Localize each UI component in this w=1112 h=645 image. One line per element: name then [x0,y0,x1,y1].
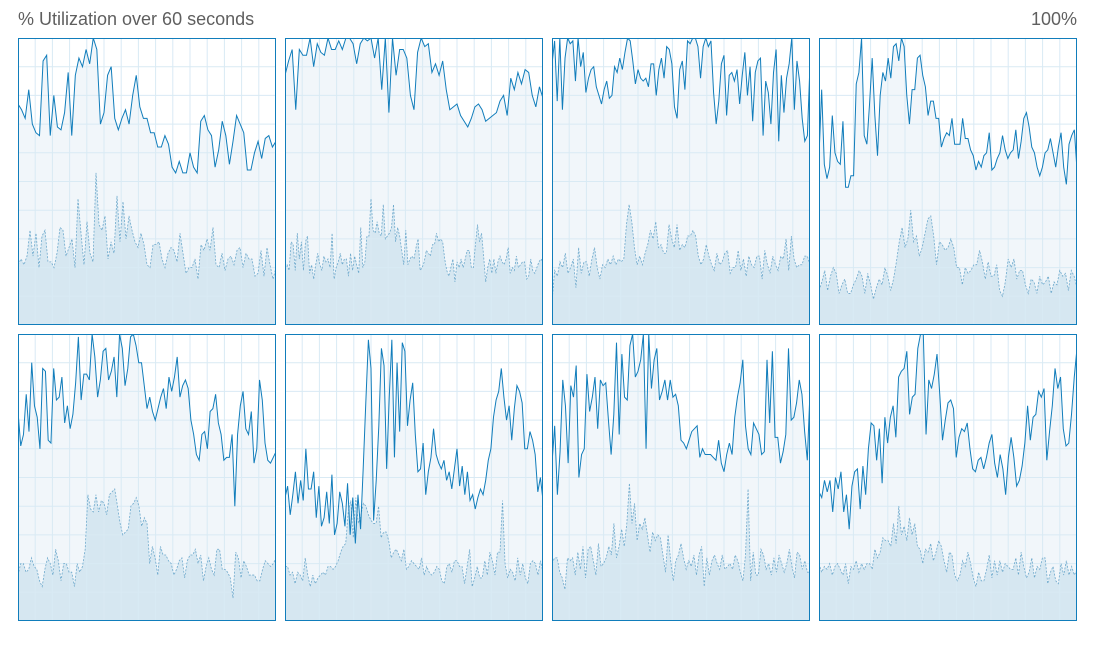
kernel-time-area [285,198,543,325]
graph-max-label: 100% [1030,8,1077,29]
gridlines [18,334,276,621]
cpu-graph-5-plot [285,334,543,621]
utilization-line [819,334,1077,530]
kernel-time-line [18,172,276,280]
kernel-time-line [285,198,543,283]
cpu-graph-3[interactable] [819,38,1077,325]
kernel-time-line [819,506,1077,587]
gridlines [552,38,810,325]
utilization-line [285,38,543,129]
kernel-time-area [18,172,276,325]
cpu-graph-2-plot [552,38,810,325]
gridlines [285,38,543,325]
kernel-time-line [18,488,276,599]
graph-border [819,38,1077,325]
kernel-time-area [552,204,810,325]
cpu-graph-1[interactable] [285,38,543,325]
gridlines [819,38,1077,325]
cpu-graph-6-plot [552,334,810,621]
cpu-graph-2[interactable] [552,38,810,325]
utilization-line [285,339,543,544]
utilization-line [18,38,276,175]
kernel-time-area [18,488,276,621]
kernel-time-area [552,483,810,621]
cpu-graph-0[interactable] [18,38,276,325]
cpu-graph-4-plot [18,334,276,621]
graph-title: % Utilization over 60 seconds [18,8,255,29]
graph-border [285,334,543,621]
graph-border [18,334,276,621]
graph-border [552,38,810,325]
graph-border [819,334,1077,621]
utilization-line [552,334,810,495]
utilization-line [552,38,810,144]
graph-border [285,38,543,325]
kernel-time-line [819,210,1077,300]
cpu-graph-5[interactable] [285,334,543,621]
cpu-graph-grid [18,38,1078,622]
cpu-graph-1-plot [285,38,543,325]
graph-border [18,38,276,325]
cpu-graph-7-plot [819,334,1077,621]
cpu-graph-0-plot [18,38,276,325]
utilization-line [819,38,1077,188]
gridlines [18,38,276,325]
cpu-graph-4[interactable] [18,334,276,621]
graph-border [552,334,810,621]
cpu-graph-3-plot [819,38,1077,325]
kernel-time-line [285,497,543,587]
graph-header: % Utilization over 60 seconds 100% [18,6,1077,32]
cpu-graph-6[interactable] [552,334,810,621]
cpu-graph-7[interactable] [819,334,1077,621]
utilization-line [18,334,276,507]
